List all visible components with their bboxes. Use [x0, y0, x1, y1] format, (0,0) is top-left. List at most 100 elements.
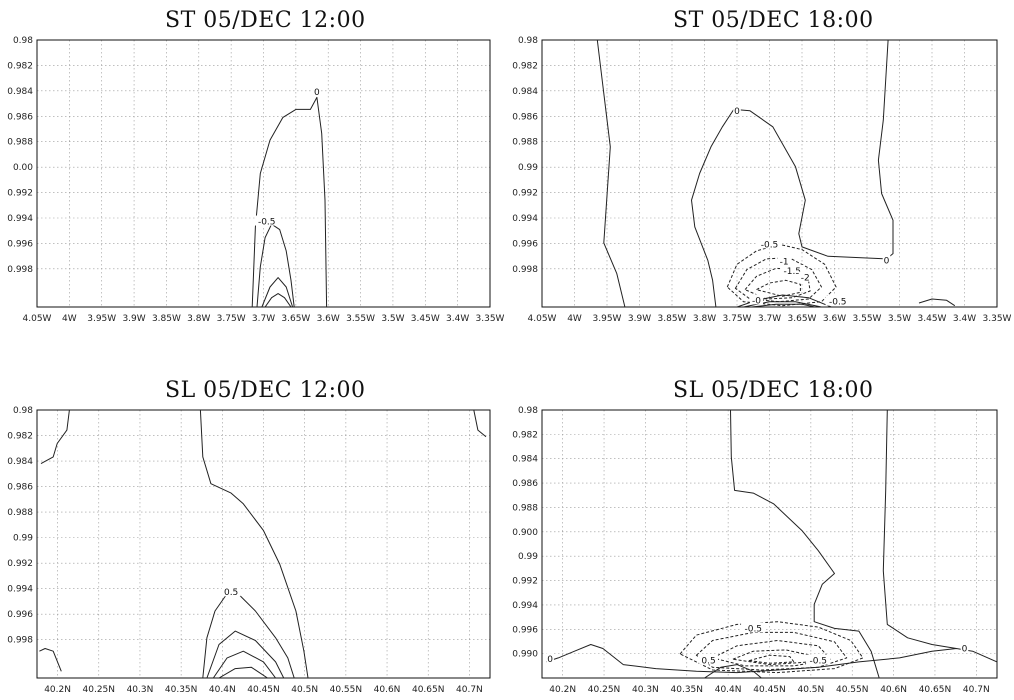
y-tick-label: 0.986 [512, 479, 538, 489]
contour-line [726, 243, 837, 307]
contour-label-bg [825, 295, 850, 306]
y-tick-label: 0.00 [13, 163, 33, 173]
x-tick-label: 40.7N [456, 685, 483, 695]
x-tick-label: 40.2N [549, 685, 576, 695]
x-tick-label: 3.95W [593, 314, 622, 324]
contour-group [545, 410, 997, 678]
contour-label: 0 [884, 256, 890, 266]
contour-line [732, 649, 811, 666]
x-tick-label: 3.4W [446, 314, 469, 324]
contour-line [202, 593, 295, 678]
y-tick-label: 0.994 [512, 214, 538, 224]
x-tick-label: 40.4N [715, 685, 742, 695]
x-tick-label: 40.65N [919, 685, 952, 695]
contour-line [695, 631, 848, 671]
x-tick-label: 3.9W [628, 314, 651, 324]
x-tick-label: 3.45W [411, 314, 440, 324]
contour-label: 0 [962, 645, 968, 655]
contour-label-bg [882, 254, 891, 265]
contour-line [744, 267, 811, 300]
x-tick-label: 3.5W [381, 314, 404, 324]
y-tick-label: 0.996 [512, 239, 538, 249]
contour-label-bg [749, 294, 764, 305]
contour-line [712, 640, 831, 667]
y-tick-label: 0.988 [512, 138, 538, 148]
contour-line [679, 621, 864, 674]
y-tick-label: 0.986 [512, 112, 538, 122]
contour-plot: 4.05W 4W 3.95W 3.9W 3.85W 3.8W 3.75W 3.7W 3.65W 3… [512, 36, 1012, 324]
plot-frame [541, 409, 998, 679]
contour-label-bg [313, 86, 321, 97]
contour-label-bg [798, 271, 812, 282]
y-tick-label: 0.900 [512, 528, 538, 538]
contour-label-bg [960, 642, 969, 653]
y-tick-label: 0.984 [512, 87, 538, 97]
plot-frame [36, 39, 491, 308]
x-tick-label: 3.45W [918, 314, 947, 324]
contour-line [39, 648, 62, 672]
contour-label: -0.5 [744, 624, 762, 634]
x-tick-label: 3.8W [693, 314, 716, 324]
y-tick-label: 0.984 [512, 455, 538, 465]
x-tick-label: 3.35W [983, 314, 1012, 324]
x-tick-label: 3.8W [187, 314, 210, 324]
contour-line [882, 410, 957, 649]
x-tick-label: 40.35N [671, 685, 704, 695]
y-tick-label: 0.992 [512, 577, 538, 587]
chart-title: SL 05/DEC 18:00 [673, 378, 874, 403]
contour-line [264, 293, 292, 307]
y-tick-label: 0.99 [13, 534, 33, 544]
contour-line [212, 650, 276, 678]
contour-label: 0 [314, 88, 320, 98]
x-tick-label: 3.7W [758, 314, 781, 324]
contour-label-bg [806, 654, 831, 665]
contour-line [918, 298, 956, 307]
contour-label: -0.5 [761, 240, 779, 250]
x-tick-label: 40.25N [83, 685, 116, 695]
y-tick-label: 0.998 [7, 265, 33, 275]
y-tick-label: 0.98 [518, 36, 538, 46]
contour-line [40, 410, 70, 465]
y-tick-label: 0.994 [512, 601, 538, 611]
contour-label: -1 [780, 258, 789, 268]
y-tick-label: 0.99 [518, 163, 538, 173]
contour-line [756, 279, 801, 297]
x-tick-label: 3.35W [476, 314, 505, 324]
x-tick-label: 40.65N [412, 685, 445, 695]
y-tick-label: 0.982 [512, 430, 538, 440]
x-tick-label: 3.85W [152, 314, 181, 324]
x-tick-label: 3.5W [888, 314, 911, 324]
x-tick-label: 40.3N [127, 685, 154, 695]
x-tick-label: 40.45N [247, 685, 280, 695]
y-tick-label: 0.994 [7, 585, 33, 595]
y-tick-label: 0.984 [7, 457, 33, 467]
x-tick-label: 40.55N [836, 685, 869, 695]
contour-label: 0 [547, 655, 553, 665]
contour-label: -0 [752, 296, 761, 306]
contour-label-bg [254, 215, 279, 226]
contour-line [596, 40, 626, 307]
x-tick-label: 3.7W [252, 314, 275, 324]
contour-label-bg [757, 238, 782, 249]
x-tick-label: 40.6N [880, 685, 907, 695]
contour-plot: 40.2N 40.25N 40.3N 40.35N 40.4N 40.45N 40.5N 40… [512, 406, 998, 695]
contour-label-bg [733, 104, 741, 115]
contour-line [206, 630, 285, 678]
contour-line [734, 257, 822, 303]
y-tick-label: 0.992 [512, 189, 538, 199]
y-tick-label: 0.998 [512, 265, 538, 275]
y-tick-label: 0.988 [7, 508, 33, 518]
contour-label-bg [699, 654, 718, 665]
chart-panel-2: ST 05/DEC 18:00 4.05W 4W 3.95W 3.9W 3.85W 3.8… [507, 0, 1014, 340]
contour-label: -1.5 [783, 267, 801, 277]
contour-line [704, 664, 762, 678]
contour-label: 0.5 [224, 588, 238, 598]
contour-plot: 4.05W 4W 3.95W 3.9W 3.85W 3.8W 3.75W 3.7W 3.65W 3… [7, 36, 505, 324]
x-tick-label: 40.7N [963, 685, 990, 695]
contour-label-bg [780, 264, 805, 275]
y-tick-label: 0.982 [7, 432, 33, 442]
plot-frame [541, 39, 998, 308]
contour-label-bg [546, 653, 554, 664]
x-tick-label: 3.4W [953, 314, 976, 324]
x-tick-label: 4W [62, 314, 77, 324]
